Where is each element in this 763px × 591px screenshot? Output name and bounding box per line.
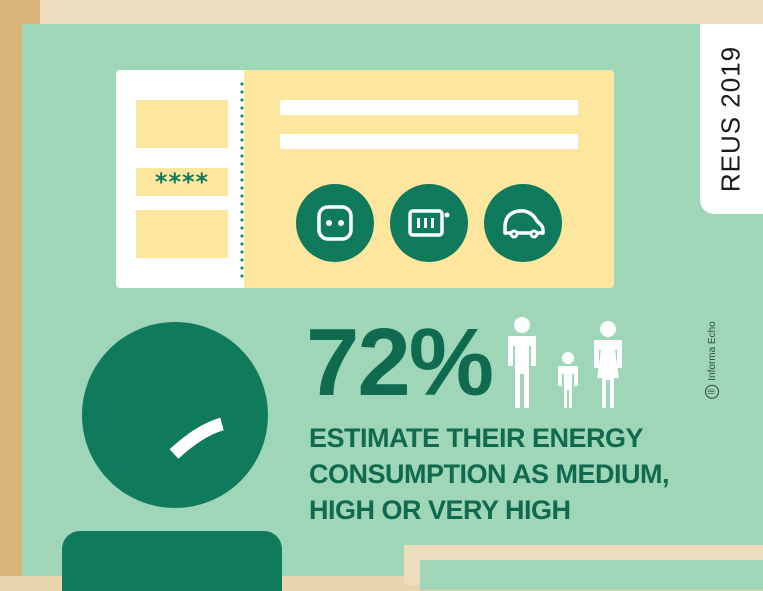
ticket-stub-field-bottom: [136, 210, 228, 258]
year-badge-label: REUS 2019: [715, 45, 746, 193]
stat-caption-line-1: ESTIMATE THEIR ENERGY: [309, 423, 644, 453]
power-socket-icon: [296, 184, 374, 262]
stat-caption-line-2: CONSUMPTION AS MEDIUM,: [309, 459, 670, 489]
ticket-pin-field: ****: [136, 168, 228, 196]
credit-label: ||| Informa Echo: [705, 321, 719, 399]
smile-icon: [169, 417, 224, 459]
battery-meter-icon: [390, 184, 468, 262]
person-head-illustration: [82, 322, 268, 508]
stat-caption: ESTIMATE THEIR ENERGY CONSUMPTION AS MED…: [309, 420, 749, 528]
stat-caption-line-3: HIGH OR VERY HIGH: [309, 495, 571, 525]
ticket-text-line-1: [280, 100, 578, 115]
ticket-stub-field-top: [136, 100, 228, 148]
informa-echo-logo-icon: |||: [705, 384, 719, 399]
stat-percentage: 72%: [306, 309, 494, 416]
family-icon: [508, 317, 622, 408]
credit-text: Informa Echo: [706, 321, 718, 381]
energy-ticket-card: ****: [116, 70, 614, 288]
electric-car-icon: [484, 184, 562, 262]
person-body-illustration: [62, 531, 282, 591]
next-card-preview: [420, 560, 763, 590]
ticket-perforation: [240, 80, 244, 280]
year-badge: [700, 24, 763, 214]
background-top-band: [0, 0, 763, 24]
ticket-text-line-2: [280, 134, 578, 149]
